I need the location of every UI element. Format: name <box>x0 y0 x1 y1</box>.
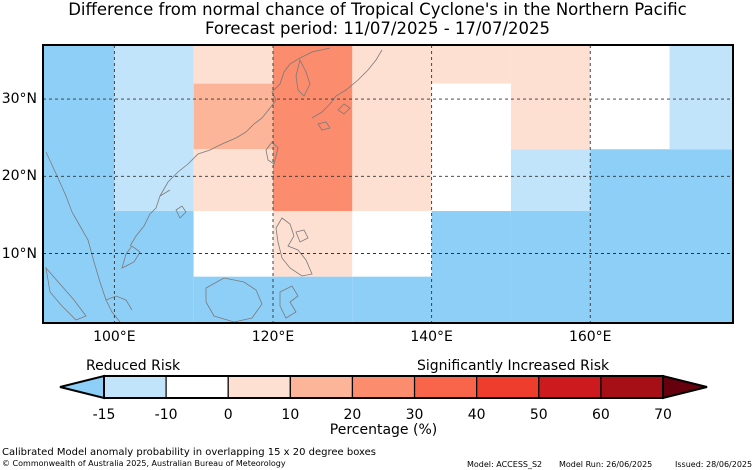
anomaly-cell <box>510 45 591 150</box>
footer-copyright: © Commonwealth of Australia 2025, Austra… <box>2 459 286 468</box>
colorbar-segment <box>351 375 416 399</box>
colorbar-segment <box>600 375 664 399</box>
colorbar-under-arrow <box>59 374 105 400</box>
anomaly-cell <box>352 276 432 323</box>
anomaly-cell <box>273 45 353 212</box>
latitude-tick-label: 30°N <box>1 91 37 108</box>
longitude-tick-label: 140°E <box>410 329 453 345</box>
anomaly-cell <box>193 45 273 84</box>
coastline-philippines <box>275 217 313 277</box>
coastline-japan <box>311 49 383 131</box>
map-subtitle: Forecast period: 11/07/2025 - 17/07/2025 <box>204 19 551 38</box>
colorbar-tick: 10 <box>281 407 300 423</box>
footer-caption: Calibrated Model anomaly probability in … <box>2 447 377 458</box>
colorbar-segment <box>103 375 167 399</box>
map-title: Difference from normal chance of Tropica… <box>68 0 687 19</box>
longitude-tick-label: 120°E <box>251 329 295 345</box>
colorbar-tick: 40 <box>467 407 486 423</box>
longitude-tick-label: 160°E <box>568 329 612 345</box>
coastline <box>45 47 383 323</box>
colorbar-segment <box>227 375 291 399</box>
colorbar-axis-label: Percentage (%) <box>329 422 438 438</box>
anomaly-cell <box>510 149 591 212</box>
anomaly-cell <box>193 149 273 212</box>
footer-issued: Issued: 28/06/2025 <box>675 460 753 469</box>
colorbar-tick: 30 <box>405 407 424 423</box>
footer-model-run: Model Run: 26/06/2025 <box>559 460 653 469</box>
anomaly-cell <box>114 45 194 212</box>
coastline-sumatra <box>45 266 87 321</box>
colorbar-label-right: Significantly Increased Risk <box>417 358 610 374</box>
colorbar-label-left: Reduced Risk <box>86 358 181 374</box>
anomaly-cell <box>352 211 432 277</box>
colorbar <box>59 374 708 400</box>
footer-model: Model: ACCESS_S2 <box>467 460 543 469</box>
anomaly-cell <box>431 45 511 84</box>
anomaly-cell <box>114 211 194 323</box>
colorbar-tick: 60 <box>591 407 610 423</box>
graticule <box>43 45 733 323</box>
colorbar-tick: -10 <box>154 407 178 423</box>
anomaly-cell <box>352 45 432 212</box>
latitude-tick-label: 10°N <box>1 245 37 262</box>
colorbar-tick: 70 <box>654 407 672 423</box>
colorbar-frame <box>103 375 664 399</box>
anomaly-cell <box>273 276 353 323</box>
anomaly-cell <box>193 83 273 150</box>
anomaly-cell <box>431 211 511 323</box>
anomaly-cell <box>193 211 273 277</box>
anomaly-cell <box>590 149 733 323</box>
coastline-borneo <box>205 277 263 323</box>
colorbar-tick: 20 <box>343 407 362 423</box>
colorbar-over-arrow <box>662 374 708 400</box>
latitude-tick-label: 20°N <box>1 168 37 185</box>
coastline-asia-mainland <box>45 47 331 323</box>
colorbar-tick: 50 <box>529 407 548 423</box>
anomaly-cell <box>510 211 591 323</box>
coastline-sulawesi <box>279 285 299 319</box>
anomaly-cell <box>590 45 670 150</box>
anomaly-cell <box>193 276 273 323</box>
colorbar-tick: -15 <box>92 407 116 423</box>
coastline-korea <box>295 58 311 97</box>
anomaly-cell <box>431 83 511 212</box>
coastline-taiwan <box>265 141 279 165</box>
colorbar-segment <box>538 375 602 399</box>
anomaly-cell <box>273 211 353 277</box>
colorbar-segment <box>413 375 478 399</box>
anomaly-cells <box>43 45 733 323</box>
anomaly-cell <box>669 45 733 150</box>
anomaly-cell <box>43 45 115 323</box>
colorbar-segment <box>289 375 354 399</box>
map-frame <box>42 44 734 324</box>
colorbar-segment <box>476 375 540 399</box>
longitude-tick-label: 100°E <box>93 329 136 345</box>
colorbar-tick: 0 <box>223 407 233 423</box>
colorbar-segment <box>165 375 229 399</box>
